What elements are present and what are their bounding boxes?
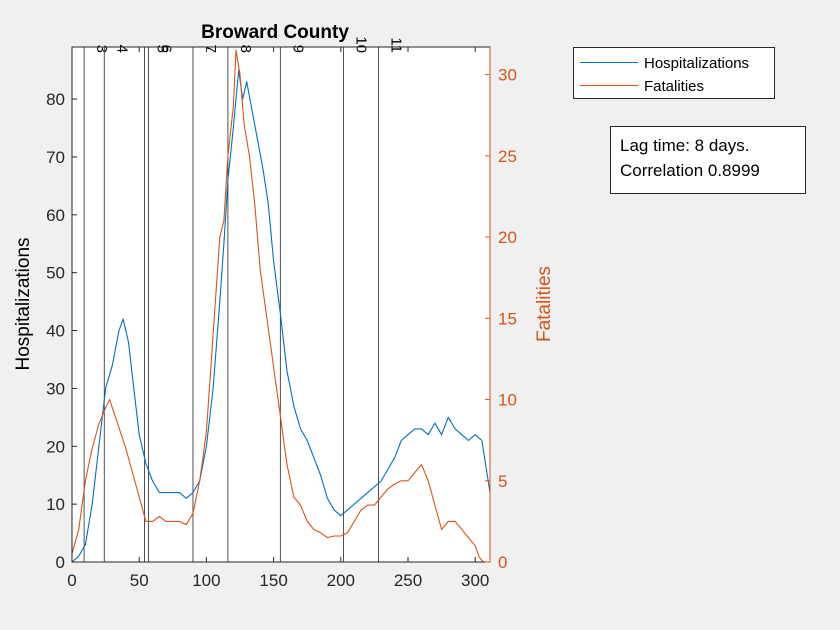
chart-title: Broward County <box>201 22 349 43</box>
x-tick-label: 300 <box>461 571 489 590</box>
x-tick-label: 50 <box>130 571 149 590</box>
event-lines: 3 4 56 7 8 9 10 11 <box>83 36 404 562</box>
x-tick-label: 100 <box>192 571 220 590</box>
legend-swatch-fatalities <box>580 85 638 86</box>
event-line-label-6: 6 <box>158 45 175 53</box>
event-line-label-8: 8 <box>237 45 254 53</box>
y-axis-right: 0 5 10 15 20 25 30 <box>485 47 517 572</box>
y-right-tick-label: 30 <box>498 66 517 85</box>
y-axis-left-label: Hospitalizations <box>13 237 34 370</box>
y-left-tick-label: 10 <box>46 495 65 514</box>
x-tick-label: 250 <box>394 571 422 590</box>
x-axis: 0 50 100 150 200 250 300 <box>67 47 489 590</box>
legend-swatch-hospitalizations <box>580 62 638 63</box>
y-left-tick-label: 70 <box>46 148 65 167</box>
y-left-tick-label: 50 <box>46 264 65 283</box>
y-axis-left: 0 10 20 30 40 50 60 70 80 <box>46 90 77 572</box>
legend-label-fatalities: Fatalities <box>644 78 705 95</box>
event-line-label-7: 7 <box>202 45 219 53</box>
y-right-tick-label: 10 <box>498 391 517 410</box>
y-left-tick-label: 0 <box>56 553 65 572</box>
series-line-fatalities <box>71 49 484 563</box>
event-line-label-4: 4 <box>113 45 130 53</box>
event-line-label-10: 10 <box>352 36 369 53</box>
event-line-label-3: 3 <box>93 45 110 53</box>
y-left-tick-label: 40 <box>46 322 65 341</box>
plot-area <box>72 47 490 562</box>
legend-item-hospitalizations: Hospitalizations <box>574 52 774 74</box>
y-left-tick-label: 30 <box>46 379 65 398</box>
y-right-tick-label: 15 <box>498 309 517 328</box>
y-left-tick-label: 80 <box>46 90 65 109</box>
correlation-text: Correlation 0.8999 <box>620 161 760 180</box>
event-line-label-9: 9 <box>289 45 306 53</box>
series-line-hospitalizations <box>71 69 491 563</box>
y-right-tick-label: 0 <box>498 553 507 572</box>
y-right-tick-label: 25 <box>498 147 517 166</box>
legend-item-fatalities: Fatalities <box>574 75 774 97</box>
x-tick-label: 0 <box>67 571 76 590</box>
event-line-label-5: 5 <box>154 45 171 53</box>
series-layer <box>71 49 491 563</box>
y-right-tick-label: 5 <box>498 472 507 491</box>
lag-time-text: Lag time: 8 days. <box>620 136 750 155</box>
x-tick-label: 200 <box>327 571 355 590</box>
legend-label-hospitalizations: Hospitalizations <box>644 55 750 72</box>
y-right-tick-label: 20 <box>498 228 517 247</box>
correlation-annotation: Lag time: 8 days. Correlation 0.8999 <box>610 126 806 194</box>
event-line-label-11: 11 <box>387 37 404 53</box>
x-tick-label: 150 <box>259 571 287 590</box>
y-left-tick-label: 60 <box>46 206 65 225</box>
y-left-tick-label: 20 <box>46 437 65 456</box>
y-axis-right-label: Fatalities <box>534 266 555 342</box>
legend: Hospitalizations Fatalities <box>573 47 775 99</box>
